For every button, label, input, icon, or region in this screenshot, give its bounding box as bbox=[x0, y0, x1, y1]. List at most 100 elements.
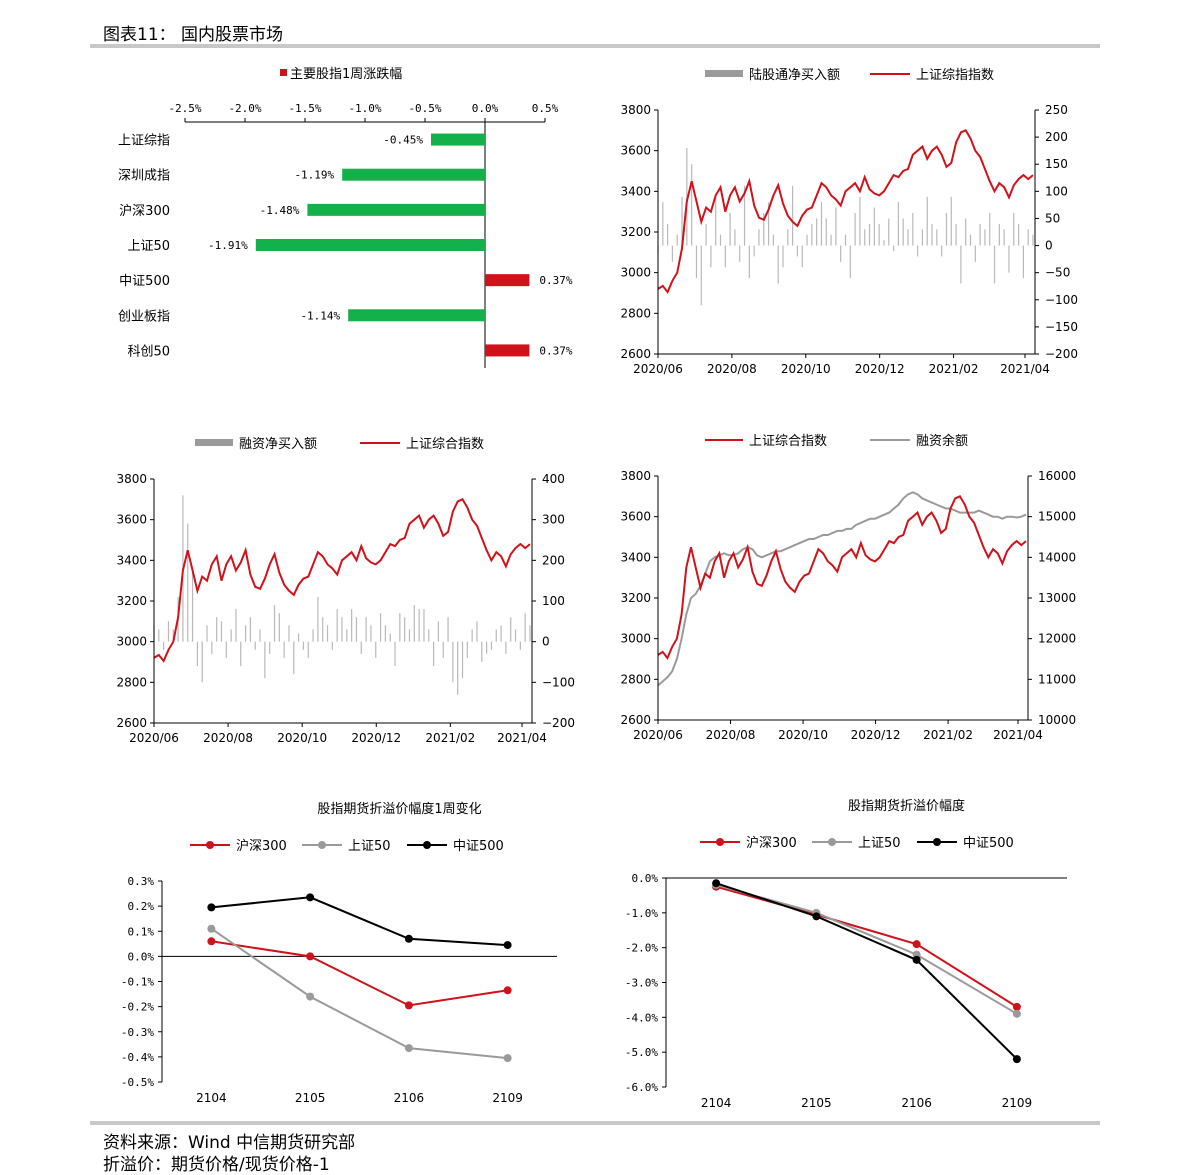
data-point bbox=[503, 986, 512, 995]
y-left-tick-label: 3400 bbox=[620, 550, 651, 564]
flow-bar bbox=[370, 625, 372, 642]
flow-bar bbox=[734, 229, 736, 246]
x-tick-label: 2020/10 bbox=[277, 731, 327, 745]
flow-bar bbox=[719, 234, 722, 246]
flow-bar bbox=[163, 641, 165, 650]
flow-bar bbox=[840, 245, 842, 262]
flow-bar bbox=[864, 229, 866, 246]
flow-bar bbox=[428, 629, 430, 642]
legend-marker bbox=[716, 838, 724, 846]
legend-marker bbox=[318, 841, 326, 849]
bar bbox=[307, 203, 485, 216]
flow-bar bbox=[1022, 245, 1024, 279]
legend-label: 沪深300 bbox=[746, 835, 797, 851]
flow-bar bbox=[408, 629, 411, 642]
legend-swatch bbox=[195, 439, 233, 446]
x-tick-label: 2020/10 bbox=[781, 362, 831, 376]
x-tick-label: 0.0% bbox=[472, 102, 499, 115]
flow-bar bbox=[830, 234, 832, 246]
data-point bbox=[404, 1001, 413, 1010]
legend-label: 上证50 bbox=[858, 836, 901, 851]
category-label: 上证综指 bbox=[118, 134, 170, 149]
y-tick-label: -0.5% bbox=[121, 1076, 154, 1089]
flow-bar bbox=[792, 185, 794, 246]
category-label: 沪深300 bbox=[119, 203, 170, 219]
x-tick-label: -1.5% bbox=[288, 102, 321, 115]
flow-bar bbox=[481, 641, 483, 662]
y-left-tick-label: 3200 bbox=[620, 591, 651, 605]
flow-bar bbox=[945, 213, 948, 246]
flow-bar bbox=[389, 633, 391, 642]
flow-bar bbox=[471, 629, 473, 642]
flow-bar bbox=[283, 641, 285, 658]
bottom-rule bbox=[90, 1121, 1100, 1125]
flow-bar bbox=[452, 641, 454, 683]
flow-bar bbox=[269, 641, 271, 654]
y-right-tick-label: −100 bbox=[1045, 293, 1078, 307]
flow-bar bbox=[298, 633, 300, 642]
y-left-tick-label: 2600 bbox=[620, 347, 651, 361]
flow-bar bbox=[965, 218, 967, 246]
x-tick-label: 2020/08 bbox=[707, 362, 757, 376]
legend-label: 上证50 bbox=[348, 839, 391, 854]
flow-bar bbox=[1003, 229, 1005, 246]
flow-bar bbox=[743, 185, 746, 246]
flow-bar bbox=[917, 245, 919, 257]
flow-bar bbox=[931, 223, 933, 246]
flow-bar bbox=[811, 223, 813, 246]
legend-label: 主要股指1周涨跌幅 bbox=[290, 66, 402, 82]
y-right-tick-label: −50 bbox=[1045, 266, 1070, 280]
data-point bbox=[306, 952, 315, 961]
flow-bar bbox=[888, 218, 890, 246]
y-tick-label: -3.0% bbox=[625, 977, 658, 990]
y-right-tick-label: −200 bbox=[542, 716, 575, 730]
flow-bar bbox=[936, 229, 938, 246]
flow-bar bbox=[249, 617, 252, 642]
flow-bar bbox=[288, 625, 290, 642]
flow-bar bbox=[729, 213, 731, 246]
legend-label: 沪深300 bbox=[236, 838, 287, 854]
index-line bbox=[153, 498, 531, 663]
flow-bar bbox=[955, 223, 957, 246]
flow-bar bbox=[700, 245, 702, 306]
flow-bar bbox=[873, 207, 875, 246]
flow-bar bbox=[767, 202, 770, 246]
flow-bar bbox=[868, 223, 871, 246]
y-tick-label: -4.0% bbox=[625, 1011, 658, 1024]
flow-bar bbox=[710, 245, 712, 268]
flow-bar bbox=[782, 245, 784, 268]
data-point bbox=[404, 1044, 413, 1053]
data-point bbox=[306, 893, 315, 902]
flow-bar bbox=[801, 245, 803, 268]
flow-bar bbox=[495, 629, 497, 642]
flow-bar bbox=[476, 621, 478, 642]
x-tick-label: 2021/04 bbox=[497, 731, 547, 745]
x-tick-label: 2020/12 bbox=[855, 362, 905, 376]
flow-bar bbox=[984, 229, 986, 246]
y-right-tick-label: 13000 bbox=[1038, 591, 1076, 605]
series-line bbox=[210, 927, 508, 1060]
flow-bar bbox=[529, 625, 531, 642]
data-point bbox=[912, 955, 921, 964]
y-left-tick-label: 3800 bbox=[620, 469, 651, 483]
series-line bbox=[211, 896, 508, 947]
y-tick-label: -0.3% bbox=[121, 1026, 154, 1039]
y-tick-label: -0.4% bbox=[121, 1051, 154, 1064]
flow-bar bbox=[796, 245, 799, 257]
flow-bar bbox=[413, 605, 415, 642]
flow-bar bbox=[519, 641, 521, 650]
y-right-tick-label: −100 bbox=[542, 675, 575, 689]
flow-bar bbox=[235, 609, 237, 642]
x-tick-label: 2020/06 bbox=[129, 731, 179, 745]
y-left-tick-label: 3200 bbox=[620, 225, 651, 239]
y-right-tick-label: 16000 bbox=[1038, 469, 1076, 483]
x-tick-label: 2105 bbox=[295, 1091, 326, 1105]
flow-bar bbox=[211, 641, 213, 654]
flow-bar bbox=[825, 218, 827, 246]
flow-bar bbox=[941, 245, 943, 257]
flow-bar bbox=[447, 617, 449, 642]
chart-title: 股指期货折溢价幅度1周变化 bbox=[317, 801, 481, 817]
flow-bar bbox=[312, 629, 314, 642]
y-right-tick-label: 200 bbox=[542, 553, 565, 567]
index-line bbox=[657, 495, 1027, 660]
